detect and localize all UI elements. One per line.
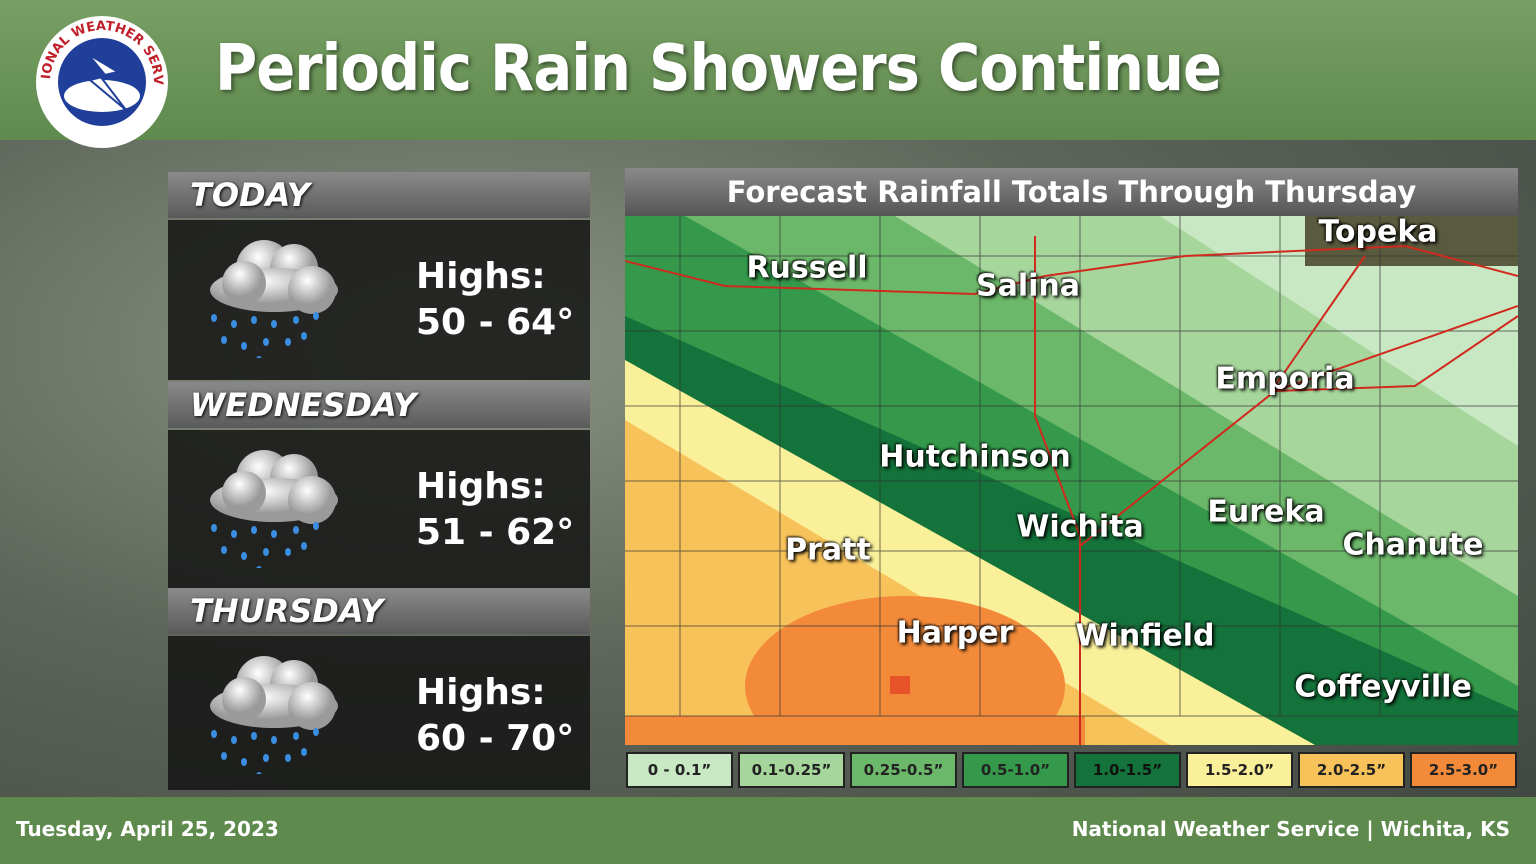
legend-item: 0.1-0.25”	[738, 752, 845, 788]
footer-date: Tuesday, April 25, 2023	[16, 817, 279, 841]
rain-cloud-icon	[210, 450, 338, 568]
city-label: Topeka	[1318, 214, 1438, 250]
city-label: Salina	[975, 268, 1081, 304]
city-label: Hutchinson	[879, 439, 1071, 475]
day-body: Highs: 60 - 70°	[168, 636, 590, 790]
rain-cloud-icon	[210, 240, 338, 358]
day-header: THURSDAY	[168, 588, 590, 634]
city-label: Russell	[746, 250, 868, 286]
map-title: Forecast Rainfall Totals Through Thursda…	[625, 168, 1518, 216]
day-header: WEDNESDAY	[168, 382, 590, 428]
highs-label: Highs:	[416, 466, 546, 507]
city-label: Coffeyville	[1294, 669, 1472, 705]
legend-item: 0 - 0.1”	[626, 752, 733, 788]
highs-range: 51 - 62°	[416, 512, 575, 553]
legend-item: 0.25-0.5”	[850, 752, 957, 788]
nws-logo: NATIONAL WEATHER SERVICE	[30, 14, 168, 148]
footer-office: National Weather Service | Wichita, KS	[1071, 817, 1510, 841]
city-label: Winfield	[1075, 618, 1215, 654]
legend-item: 1.0-1.5”	[1074, 752, 1181, 788]
highs-label: Highs:	[416, 256, 546, 297]
rain-cloud-icon	[210, 656, 338, 774]
city-label: Chanute	[1342, 527, 1484, 563]
legend-item: 2.5-3.0”	[1410, 752, 1517, 788]
day-body: Highs: 51 - 62°	[168, 430, 590, 588]
city-label: Wichita	[1016, 509, 1144, 545]
highs-range: 50 - 64°	[416, 302, 575, 343]
day-body: Highs: 50 - 64°	[168, 220, 590, 380]
legend-item: 2.0-2.5”	[1298, 752, 1405, 788]
legend-item: 1.5-2.0”	[1186, 752, 1293, 788]
city-label: Harper	[896, 615, 1014, 651]
day-header: TODAY	[168, 172, 590, 218]
title: Periodic Rain Showers Continue	[215, 32, 1222, 106]
footer-bar: Tuesday, April 25, 2023 National Weather…	[0, 797, 1536, 864]
city-label: Eureka	[1207, 494, 1325, 530]
rainfall-map	[625, 216, 1518, 745]
city-label: Emporia	[1215, 361, 1355, 397]
highs-range: 60 - 70°	[416, 718, 575, 759]
legend-item: 0.5-1.0”	[962, 752, 1069, 788]
header-bar	[0, 0, 1536, 140]
highs-label: Highs:	[416, 672, 546, 713]
city-label: Pratt	[785, 532, 871, 568]
